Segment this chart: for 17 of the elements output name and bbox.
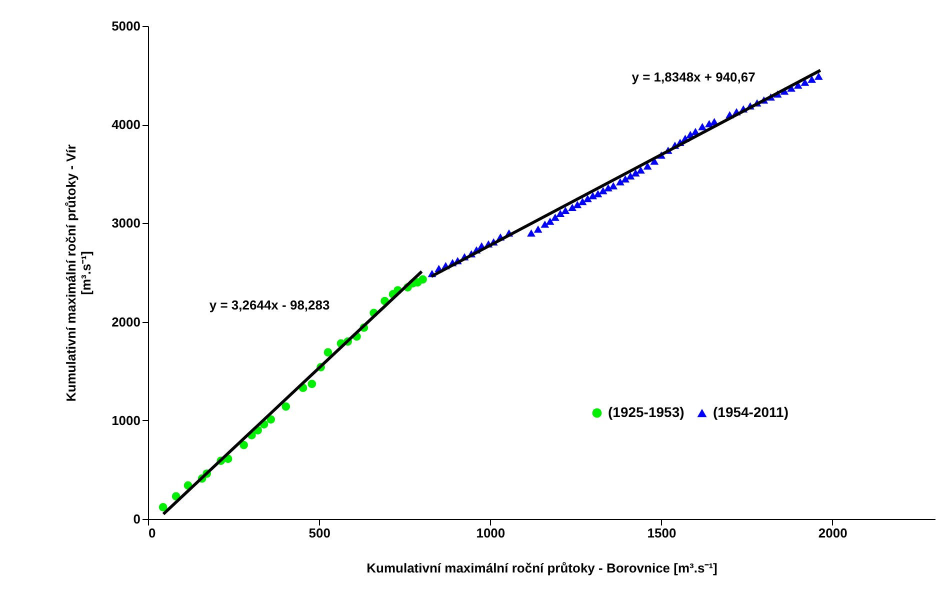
x-tick-label: 1500: [647, 526, 676, 540]
x-tick-label: 1000: [476, 526, 506, 540]
annotation: y = 1,8348x + 940,67: [632, 69, 756, 84]
x-axis-title: Kumulativní maximální roční průtoky - Borovnice [m³.s⁻¹]: [366, 560, 718, 576]
legend-label: (1954-2011): [713, 404, 789, 420]
x-tick-label: 500: [308, 526, 330, 540]
y-tick-label: 2000: [112, 314, 140, 330]
legend-label: (1925-1953): [608, 404, 684, 420]
y-tick-label: 0: [133, 512, 140, 526]
y-tick-label: 4000: [112, 117, 140, 132]
annotation: y = 3,2644x - 98,283: [209, 298, 330, 313]
y-axis-title: Kumulativní maximální roční průtoky - Vír [m³.s⁻¹]: [64, 144, 94, 402]
x-tick-label: 2000: [818, 526, 848, 540]
y-tick-label: 3000: [112, 216, 140, 231]
y-tick-label: 1000: [112, 412, 140, 428]
y-tick-label: 5000: [112, 18, 140, 34]
x-tick-label: 0: [148, 526, 156, 540]
